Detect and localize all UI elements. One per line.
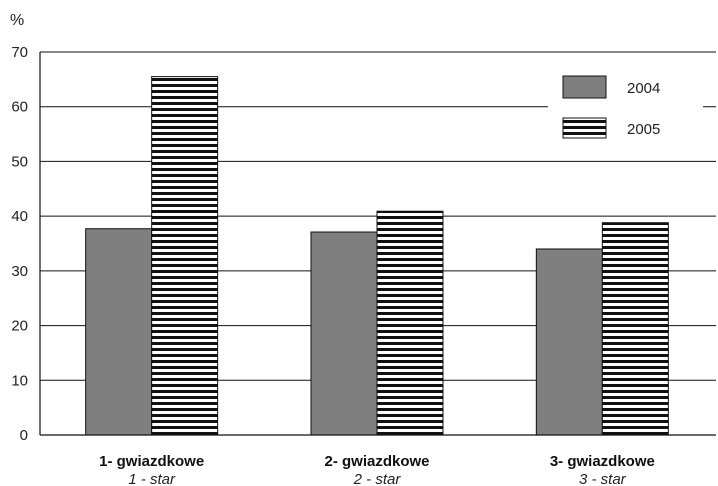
bar-2004-2 — [310, 231, 378, 436]
y-tick-label: 50 — [11, 153, 28, 170]
legend-swatch-2004 — [562, 75, 607, 99]
y-tick-label: 60 — [11, 99, 28, 116]
bar-2004-1 — [85, 228, 153, 436]
bar-2005-3 — [601, 222, 669, 436]
category-label: 1- gwiazdkowe — [99, 453, 204, 470]
legend: 2004 2005 — [548, 66, 703, 146]
category-sublabel: 2 - star — [353, 471, 402, 486]
legend-label-2005: 2005 — [627, 121, 660, 138]
legend-swatch-2005 — [562, 117, 607, 139]
y-tick-label: 30 — [11, 263, 28, 280]
legend-label-2004: 2004 — [627, 80, 660, 97]
y-tick-label: 0 — [20, 427, 28, 444]
y-axis-unit-label: % — [10, 12, 24, 29]
y-axis-ticks: 0 10 20 30 40 50 60 70 — [11, 44, 28, 444]
bar-2005-1 — [151, 76, 219, 436]
category-label: 3- gwiazdkowe — [550, 453, 655, 470]
y-tick-label: 40 — [11, 208, 28, 225]
category-label: 2- gwiazdkowe — [324, 453, 429, 470]
bars — [85, 76, 669, 436]
bar-2005-2 — [376, 210, 444, 436]
category-sublabel: 1 - star — [128, 471, 176, 486]
y-tick-label: 20 — [11, 318, 28, 335]
y-tick-label: 70 — [11, 44, 28, 61]
y-tick-label: 10 — [11, 372, 28, 389]
bar-2004-3 — [535, 248, 603, 436]
category-sublabel: 3 - star — [579, 471, 627, 486]
